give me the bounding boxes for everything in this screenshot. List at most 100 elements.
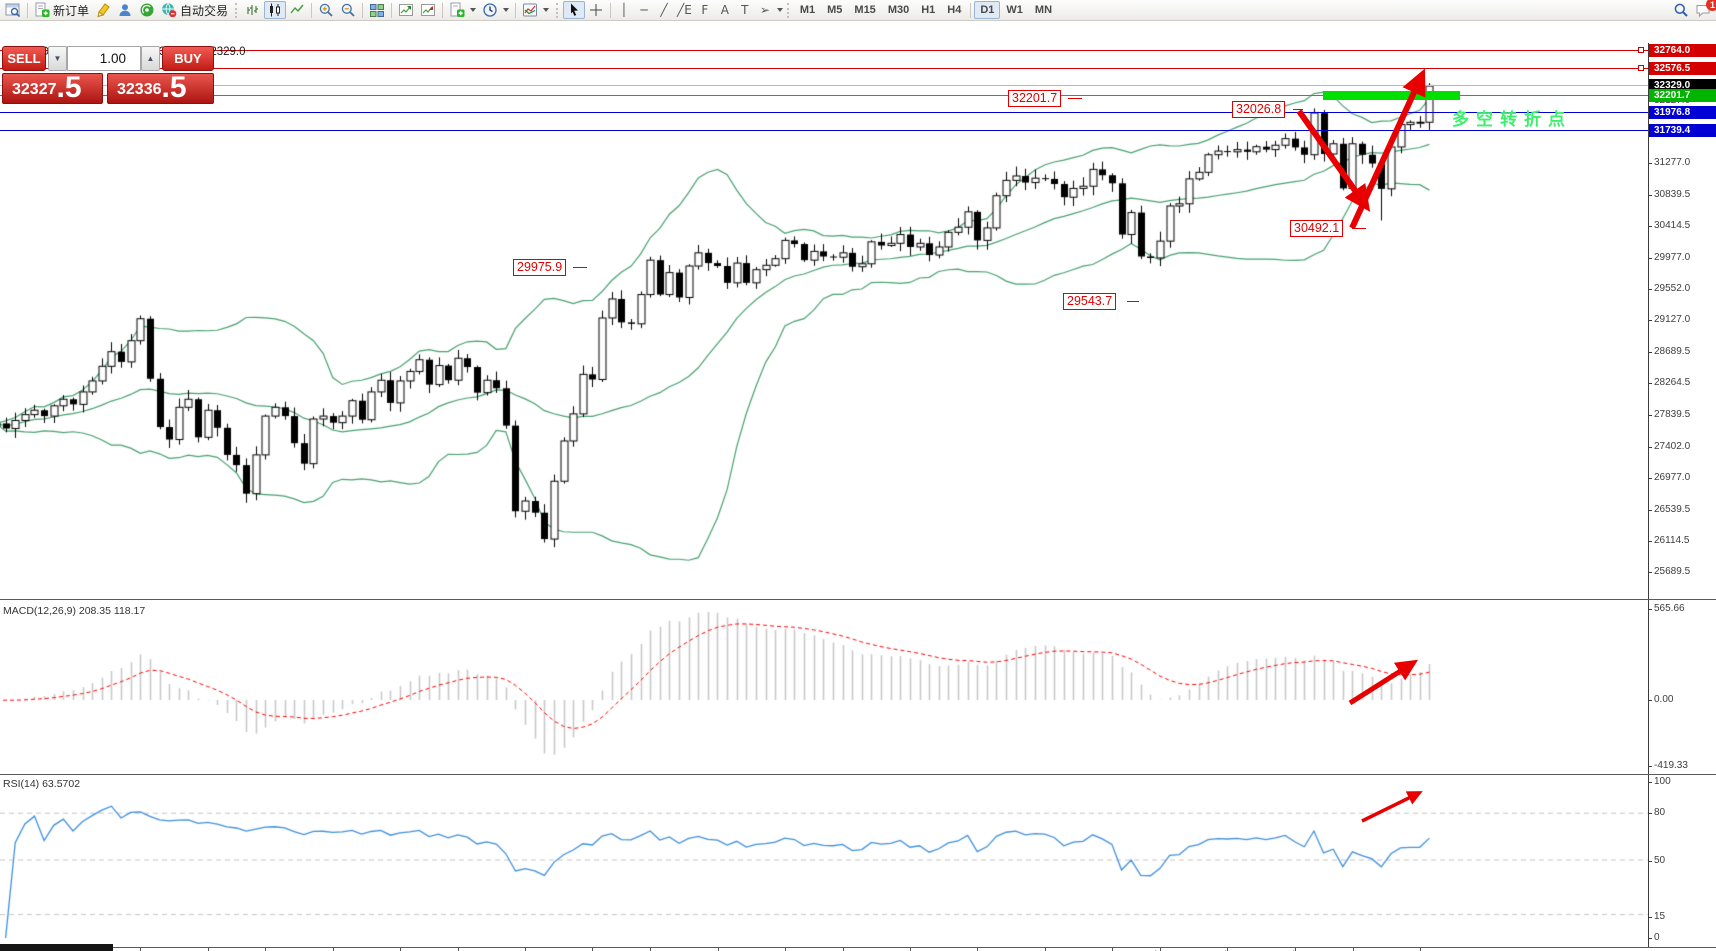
search-button[interactable]	[1670, 1, 1692, 19]
bar-chart-button[interactable]	[242, 1, 264, 19]
cursor-button[interactable]	[563, 1, 586, 19]
candlestick-chart-button[interactable]	[264, 1, 287, 19]
indicators-icon	[523, 3, 538, 17]
buy-price-display[interactable]: 32336.5	[107, 73, 214, 104]
signals-icon	[140, 3, 154, 17]
timeframe-label: M15	[854, 4, 876, 16]
annotation-label-32201.7[interactable]: 32201.7	[1008, 90, 1062, 107]
text-tool-button[interactable]: A	[715, 1, 735, 19]
equidistant-channel-tool-icon: ╱E	[677, 3, 692, 17]
price-level-line-31976.8[interactable]	[0, 112, 1648, 113]
timeframe-m1-button[interactable]: M1	[794, 1, 821, 19]
date-tickmark	[718, 947, 719, 951]
rsi-axis-tickmark	[1648, 938, 1652, 939]
bull-bear-note[interactable]: 多空转折点	[1452, 110, 1572, 129]
bar-chart-icon	[247, 5, 259, 15]
date-tickmark	[843, 947, 844, 951]
price-axis-tickmark	[1648, 258, 1652, 259]
volume-down-button[interactable]: ▼	[48, 46, 67, 71]
fibonacci-tool-button[interactable]: F	[695, 1, 715, 19]
main-chart-canvas[interactable]	[0, 43, 1648, 599]
date-tickmark	[458, 947, 459, 951]
macd-axis-tick: -419.33	[1654, 760, 1688, 771]
toolbar-separator	[311, 2, 313, 18]
tile-windows-icon	[370, 4, 385, 17]
date-tickmark	[1045, 947, 1046, 951]
sell-price-display[interactable]: 32327.5	[2, 73, 103, 104]
price-level-line-32576.5[interactable]	[0, 68, 1648, 69]
timeframe-d1-button[interactable]: D1	[974, 1, 1001, 19]
date-tickmark	[1353, 947, 1354, 951]
equidistant-channel-tool-button[interactable]: ╱E	[674, 1, 695, 19]
auto-trading-globe-icon	[162, 3, 177, 18]
buy-price-main: 32336	[117, 81, 162, 98]
timeframe-label: W1	[1006, 4, 1023, 16]
timeframe-w1-button[interactable]: W1	[1000, 1, 1029, 19]
annotation-label-32026.8[interactable]: 32026.8	[1232, 101, 1286, 118]
toolbar-separator	[27, 2, 28, 18]
line-handle[interactable]	[1638, 65, 1644, 71]
auto-scroll-button[interactable]	[395, 1, 417, 19]
price-tag-32764.0: 32764.0	[1649, 44, 1716, 57]
timeframe-m15-button[interactable]: M15	[848, 1, 881, 19]
auto-trading-button[interactable]: 自动交易	[158, 1, 231, 19]
price-axis-tick: 26114.5	[1654, 535, 1690, 546]
price-axis-tick: 29552.0	[1654, 283, 1691, 294]
buy-button[interactable]: BUY	[162, 46, 214, 71]
annotation-label-29543.7[interactable]: 29543.7	[1063, 293, 1117, 310]
label-tool-button[interactable]: T	[735, 1, 755, 19]
indicators-button[interactable]	[519, 1, 552, 19]
rsi-pane-canvas[interactable]	[0, 775, 1648, 947]
rsi-axis-tick: 15	[1654, 911, 1666, 922]
timeframe-mn-button[interactable]: MN	[1029, 1, 1058, 19]
price-level-line-31739.4[interactable]	[0, 130, 1648, 131]
chat-button[interactable]: 1	[1692, 0, 1716, 19]
volume-up-button[interactable]: ▲	[141, 46, 160, 71]
zoom-in-icon	[319, 3, 333, 17]
annotation-label-29975.9[interactable]: 29975.9	[513, 259, 567, 276]
price-level-line-32201.7[interactable]	[0, 95, 1648, 96]
trendline-tool-button[interactable]: ╱	[654, 1, 674, 19]
line-handle[interactable]	[1638, 47, 1644, 53]
timeframe-h1-button[interactable]: H1	[915, 1, 941, 19]
date-tickmark	[1112, 947, 1113, 951]
date-tickmark	[1420, 947, 1421, 951]
volume-input[interactable]: 1.00	[67, 46, 141, 71]
zoom-in-button[interactable]	[315, 1, 337, 19]
chart-window-button[interactable]	[2, 1, 24, 19]
new-order-button[interactable]: 新订单	[31, 1, 92, 19]
timeframe-m5-button[interactable]: M5	[821, 1, 848, 19]
price-tag-31739.4: 31739.4	[1649, 124, 1716, 137]
rsi-pane-separator[interactable]	[0, 774, 1716, 775]
line-chart-button[interactable]	[286, 1, 308, 19]
zoom-out-button[interactable]	[337, 1, 359, 19]
horizontal-line-tool-button[interactable]: ─	[634, 1, 654, 19]
price-level-line-32329.0[interactable]	[0, 85, 1648, 86]
macd-pane-separator[interactable]	[0, 599, 1716, 600]
vertical-line-tool-icon: │	[620, 3, 628, 17]
annotation-label-30492.1[interactable]: 30492.1	[1290, 220, 1344, 237]
date-tickmark	[650, 947, 651, 951]
community-user-icon	[119, 4, 131, 16]
crosshair-button[interactable]	[585, 1, 607, 19]
macd-pane-canvas[interactable]	[0, 600, 1648, 774]
macd-axis-tick: 0.00	[1654, 694, 1674, 705]
community-button[interactable]	[114, 1, 136, 19]
price-level-line-32764.0[interactable]	[0, 50, 1648, 51]
tile-windows-button[interactable]	[366, 1, 388, 19]
highlighter-button[interactable]	[92, 1, 114, 19]
periods-button[interactable]	[479, 1, 512, 19]
vertical-line-tool-button[interactable]: │	[614, 1, 634, 19]
text-tool-icon: A	[720, 3, 729, 17]
timeframe-label: MN	[1034, 4, 1053, 16]
green-highlight-box[interactable]	[1323, 91, 1460, 100]
arrows-tool-button[interactable]: ➢	[755, 1, 775, 19]
chart-shift-button[interactable]	[417, 1, 439, 19]
signals-button[interactable]	[136, 1, 158, 19]
templates-button[interactable]	[446, 1, 479, 19]
timeframe-m30-button[interactable]: M30	[882, 1, 915, 19]
price-axis-tick: 26539.5	[1654, 504, 1691, 515]
template-icon	[450, 2, 465, 17]
sell-button[interactable]: SELL	[2, 46, 46, 71]
timeframe-h4-button[interactable]: H4	[941, 1, 967, 19]
